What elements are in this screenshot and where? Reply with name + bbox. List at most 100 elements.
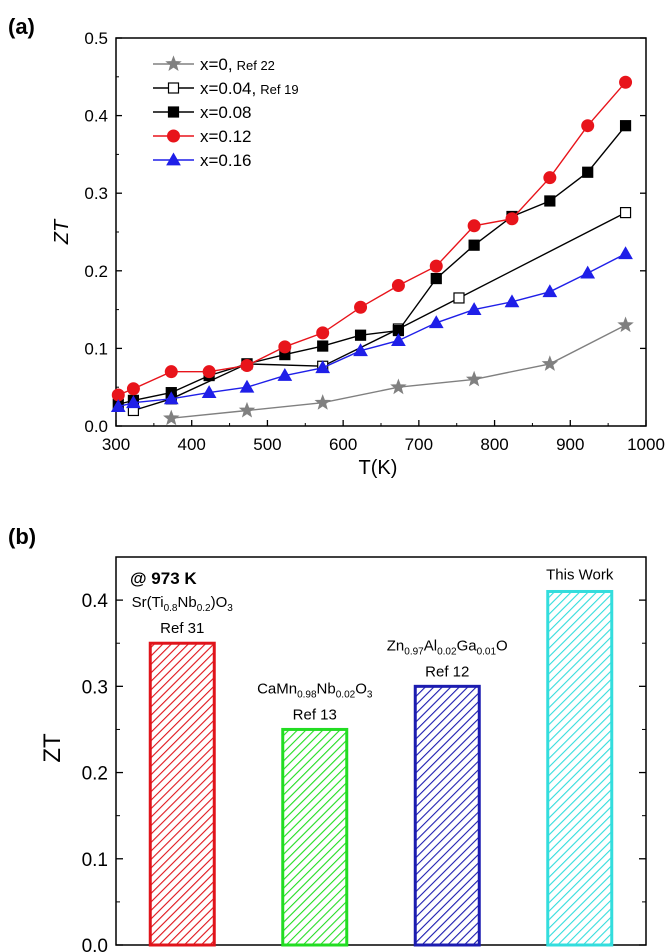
data-point [240, 358, 254, 372]
x-tick-label: 300 [102, 435, 130, 454]
data-point [542, 284, 558, 298]
bar-label-formula: Zn0.97Al0.02Ga0.01O [387, 637, 508, 657]
data-point [544, 195, 556, 207]
data-point [619, 207, 632, 219]
formula-part: CaMn [257, 680, 297, 697]
data-point [126, 382, 140, 396]
data-point [238, 401, 256, 418]
formula-part: O [496, 637, 508, 654]
data-point [167, 82, 180, 94]
bar-label-formula: This Work [546, 566, 614, 583]
bar [546, 589, 614, 947]
y-tick-label: 0.1 [82, 850, 108, 871]
bar [148, 641, 216, 947]
data-point [202, 365, 216, 379]
subscript: 0.2 [197, 603, 211, 614]
legend-label: x=0.08 [200, 103, 252, 122]
data-point [167, 106, 180, 118]
data-point [504, 294, 520, 308]
formula-part: Al [424, 637, 437, 654]
data-point [619, 120, 632, 132]
data-point [428, 315, 444, 329]
data-point [167, 129, 180, 143]
series-x0-04 [127, 207, 632, 417]
data-point [467, 219, 481, 233]
legend-label: x=0.16 [200, 151, 252, 170]
legend-ref: Ref 22 [237, 58, 275, 73]
series-x0 [163, 316, 634, 426]
plot-frame-a [115, 37, 647, 427]
data-point [354, 300, 368, 314]
legend-label: x=0, Ref 22 [200, 55, 275, 74]
data-point [581, 119, 595, 133]
subscript: 0.02 [336, 689, 356, 700]
y-tick-label: 0.2 [82, 764, 108, 785]
data-point [163, 409, 180, 426]
x-tick-label: 400 [178, 435, 206, 454]
legend-label: x=0.12 [200, 127, 252, 146]
data-point [165, 55, 182, 71]
data-point [390, 378, 407, 395]
legend-entry: x=0, Ref 22 [153, 55, 275, 74]
legend-entry: x=0.12 [153, 127, 252, 146]
data-point [201, 385, 217, 399]
bar-label-ref: Ref 13 [293, 706, 337, 723]
subscript: 0.01 [477, 646, 497, 657]
x-tick-label: 800 [480, 435, 508, 454]
y-tick-label: 0.1 [84, 339, 108, 358]
formula-part: )O [211, 594, 228, 611]
formula-part: Ga [457, 637, 478, 654]
legend-entry: x=0.16 [153, 151, 252, 170]
formula-part: This Work [546, 566, 614, 583]
x-tick-label: 700 [405, 435, 433, 454]
x-tick-label: 900 [556, 435, 584, 454]
data-point [505, 212, 519, 226]
subscript: 0.98 [297, 689, 317, 700]
data-point [316, 326, 330, 340]
formula-part: Zn [387, 637, 405, 654]
data-point [166, 152, 181, 166]
bar-label-formula: CaMn0.98Nb0.02O3 [257, 680, 373, 700]
panel-b-label: (b) [8, 524, 36, 549]
x-tick-label: 1000 [627, 435, 665, 454]
y-axis-label-b: ZT [39, 733, 66, 763]
x-axis-label: T(K) [359, 457, 398, 479]
data-point [430, 272, 442, 285]
legend-entry: x=0.08 [153, 103, 252, 122]
y-tick-label: 0.0 [84, 417, 108, 436]
y-tick-label: 0.2 [84, 262, 108, 281]
plot-frame-b [115, 556, 647, 946]
data-point [163, 391, 179, 405]
data-point [619, 75, 633, 89]
line-chart-panel: (a) 300 400 500 600 700 800 900 1000 0.0 0.1 0.2 0.… [8, 14, 665, 479]
x-tick-label: 600 [329, 435, 357, 454]
subscript: 3 [227, 603, 233, 614]
data-point [543, 171, 557, 185]
formula-part: O [355, 680, 367, 697]
subscript: 0.97 [404, 646, 424, 657]
data-point [315, 360, 331, 374]
x-tick-label: 500 [253, 435, 281, 454]
bar [281, 727, 349, 947]
y-tick-label: 0.3 [84, 184, 108, 203]
data-point [354, 329, 367, 341]
y-tick-label: 0.4 [82, 591, 109, 612]
series-x0-12 [111, 75, 633, 402]
data-point [164, 365, 178, 379]
data-point [617, 316, 634, 333]
formula-part: Sr(Ti [132, 594, 164, 611]
formula-part: Nb [317, 680, 336, 697]
data-point [453, 292, 465, 304]
y-axis-label-a: ZT [51, 218, 73, 245]
bar-label-ref: Ref 12 [425, 663, 469, 680]
data-point [618, 246, 633, 260]
bar [413, 684, 481, 947]
data-point [391, 279, 405, 293]
subscript: 0.02 [437, 646, 457, 657]
data-point [429, 259, 443, 273]
data-point [391, 333, 406, 347]
y-tick-label: 0.4 [84, 107, 108, 126]
legend-ref: Ref 19 [260, 82, 298, 97]
data-point [582, 166, 594, 178]
